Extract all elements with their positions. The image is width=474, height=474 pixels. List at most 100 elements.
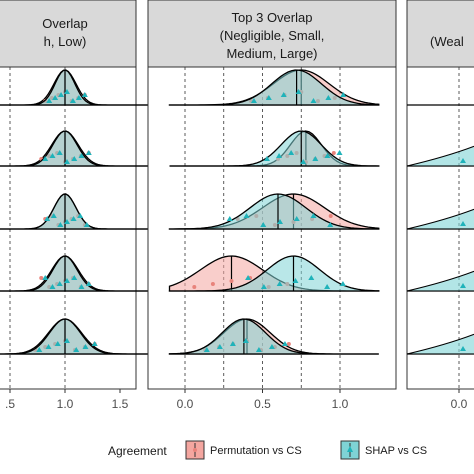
data-point-shap [308,275,315,280]
x-ticks-left: .5 1.0 1.5 [5,389,129,411]
ridges-middle [168,67,380,389]
data-point-shap [71,275,78,280]
panel-left-frame [0,66,137,390]
data-point-shap [277,219,283,224]
data-point-shap [243,213,250,218]
ridge-density-shap [406,145,474,167]
x-tick-label: 0.0 [177,397,194,411]
data-point-shap [310,213,317,218]
x-tick-label: 0.0 [451,397,468,411]
panel-right-frame [406,66,474,390]
ridge-density-shap [406,333,474,355]
data-point-shap [42,275,49,280]
data-point-shap [49,284,56,289]
data-point-shap [293,216,300,221]
data-point-shap [276,281,283,286]
data-point-shap [46,98,53,103]
data-point-shap [91,341,98,346]
strip-left [0,0,137,68]
strip-middle-line-1: Top 3 Overlap [232,10,313,25]
data-point-shap [71,156,78,161]
strip-left-line-1: Overlap [42,16,88,31]
data-point-shap [460,221,466,226]
data-point-shap [260,284,267,289]
strip-middle-line-2: (Negligible, Small, [220,28,325,43]
data-point-shap [57,222,64,227]
strip-right [406,0,474,68]
ridge-density-shap [0,255,148,292]
ridge-density-shap [0,69,148,106]
data-point-permutation [210,282,215,286]
data-point-shap [58,92,65,97]
data-point-shap [324,284,331,289]
data-point-shap [339,281,346,286]
data-point-shap [460,158,466,163]
data-point-permutation [331,151,336,155]
data-point-shap [268,344,275,349]
legend-title: Agreement [108,444,167,458]
data-point-shap [69,98,76,103]
data-point-shap [52,95,59,100]
data-point-shap [226,216,233,221]
data-point-shap [64,219,70,224]
x-tick-label: 1.0 [332,397,349,411]
data-point-shap [325,95,332,100]
x-ticks-right: 0.0 [451,389,468,411]
ridges-left [0,67,148,389]
data-point-permutation [39,276,44,280]
data-point-shap [81,92,88,97]
legend: Agreement Permutation vs CS SHAP vs CS [108,440,427,460]
ridge-density-shap [406,270,474,292]
data-point-shap [288,150,295,155]
data-point-shap [36,347,43,352]
data-point-shap [78,153,85,158]
ridge-density-shap [169,69,380,106]
legend-key-shap-point [347,446,353,452]
data-point-permutation [328,214,333,218]
ridge-density-shap [0,130,148,167]
data-point-shap [56,150,63,155]
legend-label-permutation: Permutation vs CS [210,445,302,457]
data-point-shap [50,213,57,218]
data-point-shap [44,216,51,221]
data-point-permutation [286,342,291,346]
data-point-shap [64,89,70,94]
data-point-shap [263,156,270,161]
data-point-shap [85,150,92,155]
data-point-shap [250,98,257,103]
x-ticks-middle: 0.0 0.5 1.0 [177,389,349,411]
data-point-shap [229,341,236,346]
ridge-density-shap [406,208,474,230]
x-tick-label: .5 [5,397,15,411]
data-point-shap [280,92,287,97]
x-tick-label: 1.5 [112,397,129,411]
strip-right-line-1: (Weal [430,34,464,49]
panel-middle-frame [147,66,397,390]
data-point-shap [281,341,288,346]
data-point-shap [327,222,334,227]
legend-label-shap: SHAP vs CS [365,445,427,457]
data-point-shap [73,347,80,352]
data-point-shap [300,159,307,164]
panel-middle: Top 3 Overlap (Negligible, Small, Medium… [147,0,397,411]
data-point-shap [460,346,466,351]
data-point-shap [42,156,49,161]
panel-right: (Weal 0.0 [406,0,474,411]
data-point-shap [340,92,347,97]
data-point-shap [460,283,466,288]
data-point-permutation [229,279,234,283]
data-point-shap [45,344,52,349]
data-point-shap [324,153,331,158]
data-point-shap [75,95,82,100]
ridge-density-shap [168,255,380,292]
data-point-shap [82,344,89,349]
strip-middle [147,0,397,68]
strip-left-line-2: h, Low) [44,34,87,49]
data-point-shap [292,278,299,283]
data-point-shap [336,150,343,155]
data-point-shap [216,344,223,349]
data-point-shap [77,213,84,218]
data-point-permutation [192,285,197,289]
data-point-shap [78,284,85,289]
